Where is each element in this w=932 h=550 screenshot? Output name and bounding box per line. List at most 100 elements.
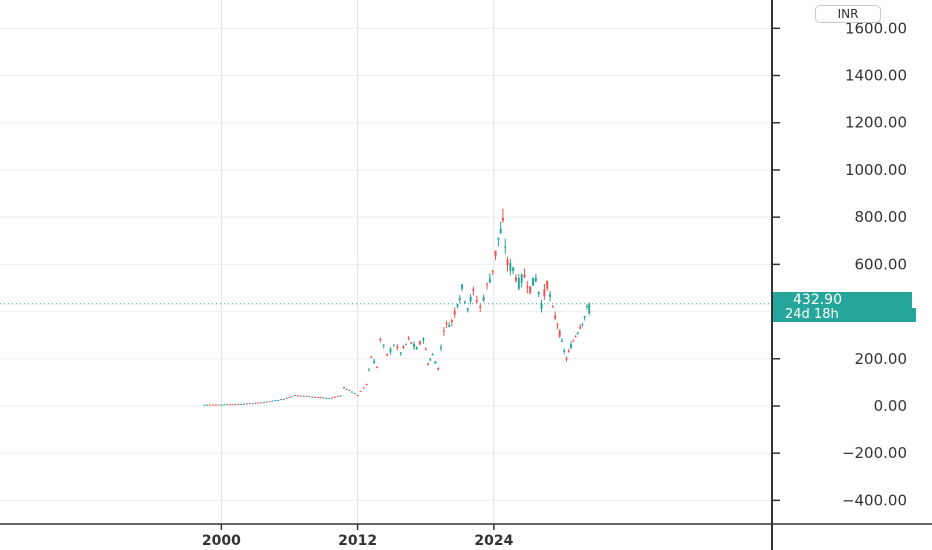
candle-body bbox=[558, 330, 561, 337]
candle-body bbox=[217, 404, 220, 406]
candle-body bbox=[248, 403, 251, 405]
candle-body bbox=[243, 403, 246, 405]
time-tick-label: 2012 bbox=[338, 533, 377, 549]
candle-body bbox=[469, 296, 472, 302]
candle-body bbox=[556, 324, 559, 326]
candle-body bbox=[268, 401, 271, 403]
currency-badge[interactable]: INR bbox=[815, 5, 881, 23]
candle-body bbox=[228, 404, 231, 406]
price-tick-label: 600.00 bbox=[855, 255, 908, 273]
candle-body bbox=[472, 288, 475, 291]
candle-body bbox=[325, 397, 328, 399]
candle-body bbox=[407, 337, 410, 339]
candle-body bbox=[427, 363, 429, 365]
candle-body bbox=[549, 294, 552, 297]
candle-body bbox=[563, 350, 566, 352]
candle-body bbox=[316, 396, 319, 398]
candle-body bbox=[509, 263, 512, 271]
time-axis[interactable]: 2000 2012 2024 bbox=[202, 524, 514, 549]
candle-body bbox=[440, 347, 443, 349]
candle-body bbox=[565, 358, 568, 360]
candle-body bbox=[339, 395, 342, 397]
price-tick-label: 1200.00 bbox=[845, 114, 907, 132]
candle-body bbox=[386, 353, 389, 356]
price-tick-label: 1600.00 bbox=[845, 19, 907, 37]
candle-body bbox=[572, 340, 575, 342]
candle-body bbox=[422, 338, 425, 341]
candle-body bbox=[479, 305, 482, 308]
candle-body bbox=[442, 330, 445, 332]
candle-body bbox=[308, 395, 311, 397]
candle-body bbox=[554, 315, 557, 319]
candle-body bbox=[453, 310, 456, 315]
candle-body bbox=[245, 403, 248, 405]
candle-body bbox=[488, 278, 491, 283]
candle-body bbox=[282, 399, 285, 401]
candle-body bbox=[486, 283, 489, 285]
candle-body bbox=[234, 404, 237, 406]
candle-body bbox=[322, 397, 325, 399]
candle-body bbox=[461, 284, 464, 289]
candle-body bbox=[328, 398, 331, 400]
candle-body bbox=[365, 383, 368, 385]
candle-body bbox=[501, 217, 504, 221]
candle-body bbox=[579, 326, 582, 329]
candle-body bbox=[367, 369, 370, 371]
candle-body bbox=[314, 396, 317, 398]
candle-body bbox=[220, 404, 223, 406]
candle-body bbox=[237, 404, 240, 406]
candle-body bbox=[482, 296, 485, 301]
candle-body bbox=[463, 301, 466, 303]
candle-body bbox=[302, 395, 305, 397]
candle-body bbox=[345, 388, 348, 390]
candle-body bbox=[517, 277, 520, 289]
candle-body bbox=[382, 345, 385, 347]
candle-body bbox=[499, 228, 502, 234]
candle-body bbox=[431, 354, 434, 356]
candle-body bbox=[214, 404, 217, 406]
candle-body bbox=[370, 356, 373, 358]
price-axis[interactable]: 1600.00 1400.00 1200.00 1000.00 800.00 600.00… bbox=[772, 19, 907, 509]
candle-body bbox=[343, 387, 345, 389]
candle-body bbox=[333, 396, 336, 398]
candle-body bbox=[585, 306, 588, 308]
candle-body bbox=[450, 320, 453, 322]
candle-body bbox=[419, 341, 422, 345]
candle-body bbox=[560, 340, 563, 342]
candle-body bbox=[240, 404, 243, 406]
candle-body bbox=[373, 360, 376, 364]
price-tick-label: 200.00 bbox=[855, 350, 908, 368]
chart-grid bbox=[0, 0, 772, 524]
price-tick-label: 1000.00 bbox=[845, 161, 907, 179]
candle-body bbox=[523, 274, 526, 278]
candle-body bbox=[576, 332, 579, 334]
candle-body bbox=[448, 324, 451, 327]
candle-body bbox=[294, 395, 297, 397]
candle-body bbox=[389, 348, 392, 352]
candle-body bbox=[211, 404, 214, 406]
candle-body bbox=[319, 397, 322, 399]
candle-body bbox=[336, 396, 339, 398]
candle-body bbox=[288, 397, 291, 399]
candle-body bbox=[348, 389, 351, 391]
candle-body bbox=[494, 250, 497, 257]
time-tick-label: 2024 bbox=[474, 533, 513, 549]
candle-body bbox=[445, 323, 448, 325]
candle-body bbox=[413, 343, 415, 347]
candle-body bbox=[392, 345, 395, 347]
candle-body bbox=[226, 404, 229, 406]
candle-body bbox=[434, 361, 437, 364]
price-tick-label: 0.00 bbox=[874, 397, 907, 415]
price-tick-label: −400.00 bbox=[842, 491, 907, 509]
candle-body bbox=[504, 246, 507, 248]
candle-body bbox=[223, 404, 226, 406]
candle-body bbox=[274, 400, 277, 402]
candle-body bbox=[497, 237, 500, 240]
candle-body bbox=[458, 298, 461, 301]
candle-body bbox=[540, 303, 543, 309]
candle-body bbox=[262, 402, 265, 404]
candle-body bbox=[588, 303, 591, 314]
candle-body bbox=[567, 350, 570, 352]
candlestick-series bbox=[203, 208, 591, 406]
